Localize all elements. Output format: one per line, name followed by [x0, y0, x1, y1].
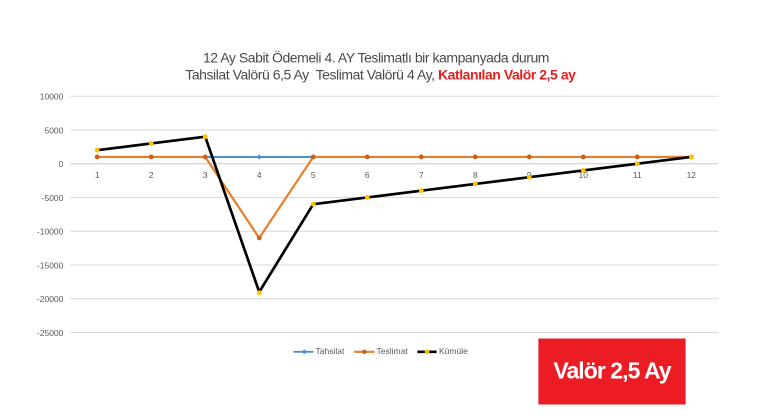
- svg-text:3: 3: [203, 170, 208, 180]
- svg-text:0: 0: [59, 159, 64, 169]
- svg-text:12 Ay Sabit Ödemeli 4. AY Tesl: 12 Ay Sabit Ödemeli 4. AY Teslimatlı bir…: [203, 49, 549, 66]
- svg-text:10000: 10000: [40, 92, 64, 102]
- svg-text:-25000: -25000: [37, 328, 64, 338]
- svg-text:8: 8: [473, 170, 478, 180]
- svg-text:-10000: -10000: [37, 227, 64, 237]
- svg-text:10: 10: [579, 170, 589, 180]
- svg-text:-20000: -20000: [37, 294, 64, 304]
- svg-text:-15000: -15000: [37, 260, 64, 270]
- svg-text:Teslimat: Teslimat: [377, 346, 409, 356]
- svg-text:1: 1: [95, 170, 100, 180]
- svg-text:Kümüle: Kümüle: [439, 346, 468, 356]
- svg-text:Valör 2,5 Ay: Valör 2,5 Ay: [553, 358, 671, 384]
- svg-text:9: 9: [527, 170, 532, 180]
- svg-text:7: 7: [419, 170, 424, 180]
- svg-text:11: 11: [633, 170, 642, 180]
- svg-text:-5000: -5000: [42, 193, 64, 203]
- svg-text:6: 6: [365, 170, 370, 180]
- svg-text:Tahsilat Valörü 6,5 Ay Teslim: Tahsilat Valörü 6,5 Ay Teslimat Valörü 4…: [185, 67, 576, 83]
- svg-text:12: 12: [687, 170, 697, 180]
- svg-text:5000: 5000: [44, 125, 63, 135]
- svg-text:5: 5: [311, 170, 316, 180]
- svg-text:Tahsilat: Tahsilat: [316, 346, 345, 356]
- svg-text:4: 4: [257, 170, 262, 180]
- svg-text:2: 2: [149, 170, 154, 180]
